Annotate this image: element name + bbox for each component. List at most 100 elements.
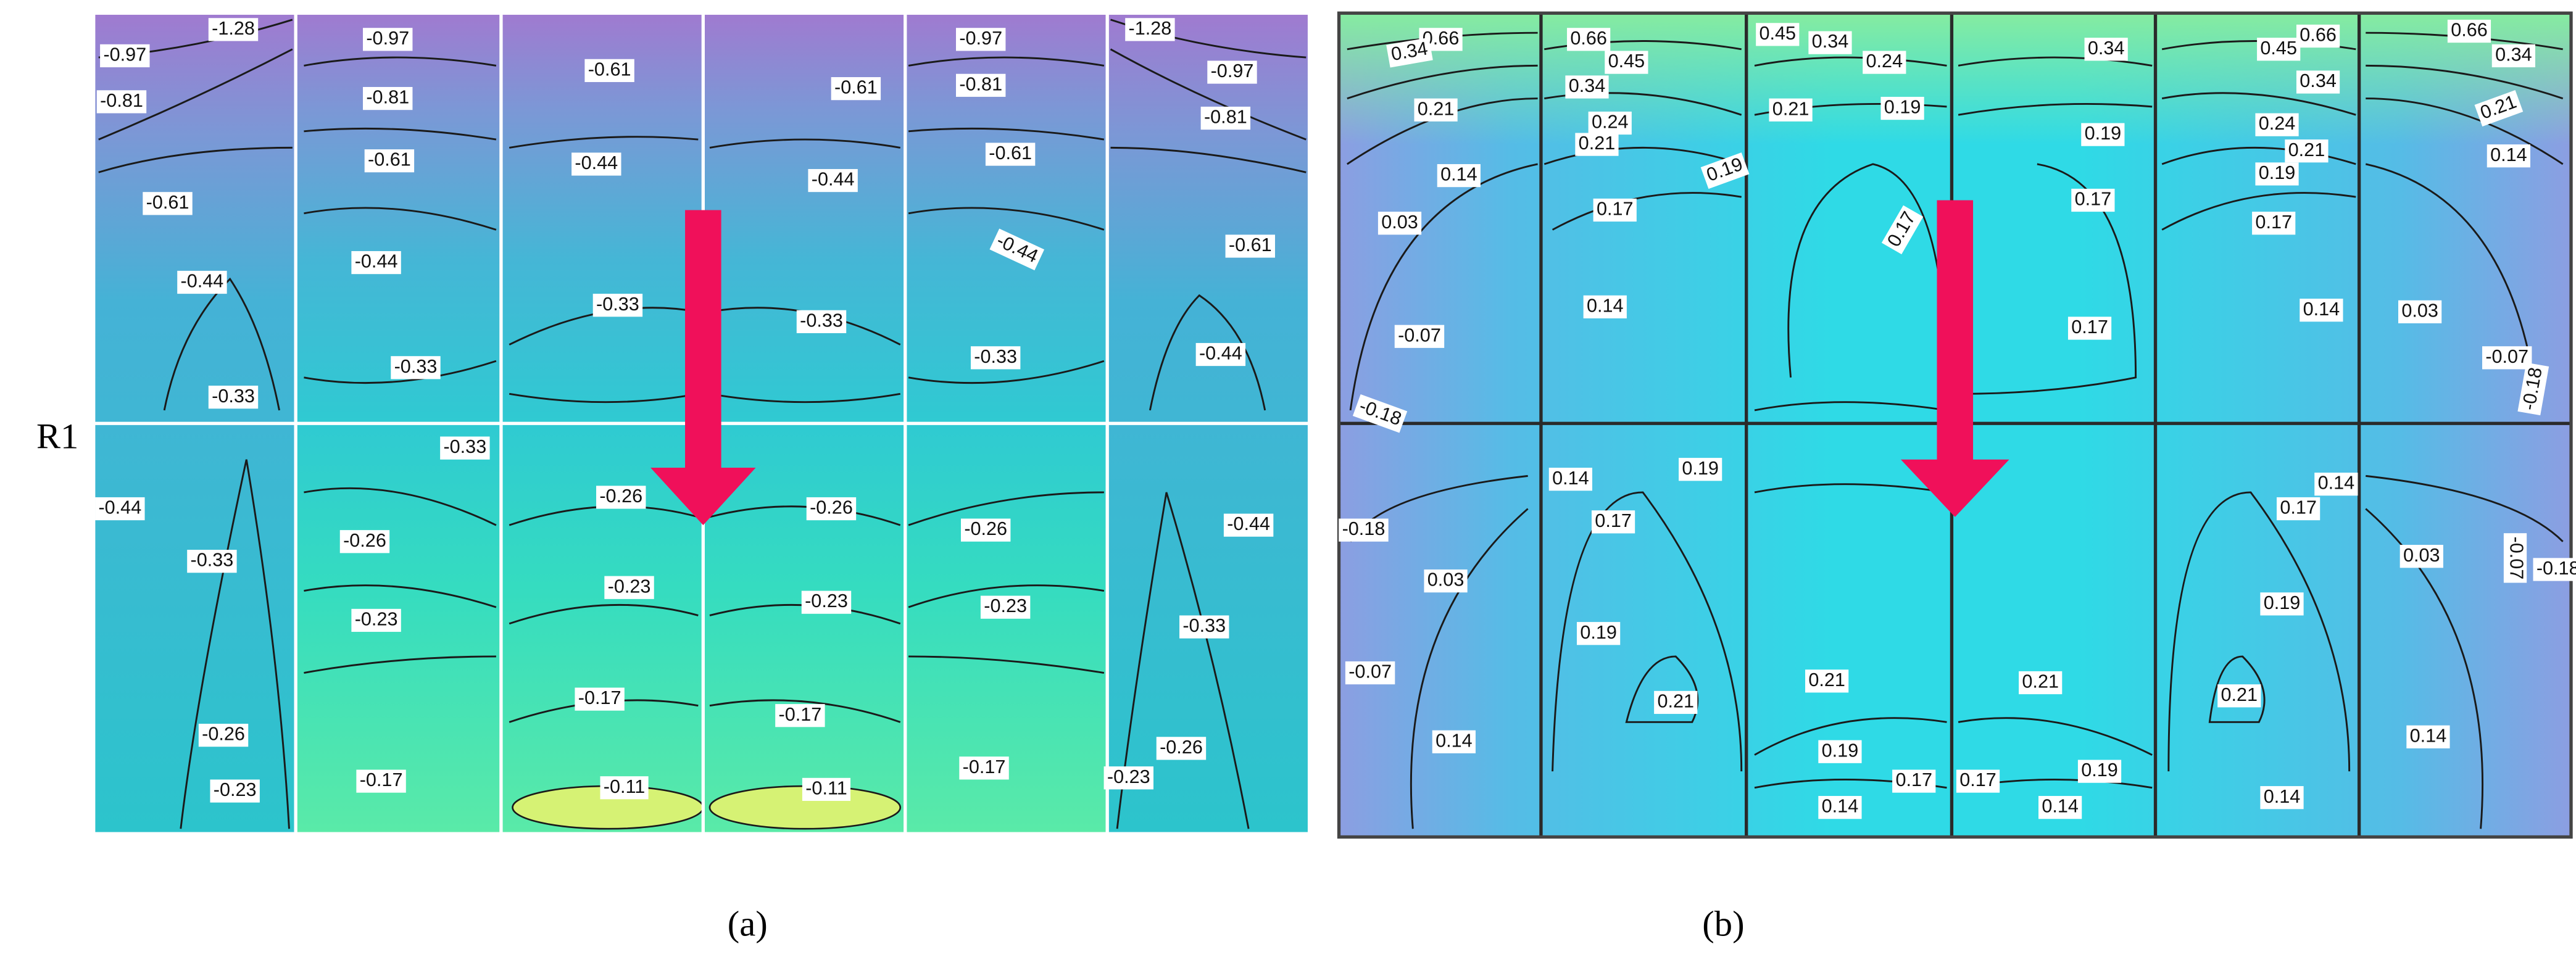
contour-value: 0.14	[1822, 796, 1859, 817]
label-box	[575, 687, 625, 711]
contour-value: 0.19	[2085, 123, 2122, 144]
contour-value: 0.24	[1592, 112, 1629, 133]
contour-value: -0.23	[1107, 766, 1150, 787]
row-label: R1	[36, 416, 78, 456]
contour-label: -0.33	[208, 386, 259, 409]
label-box	[2503, 533, 2527, 583]
contour-label: 0.21	[2019, 671, 2063, 695]
contour-label: -0.26	[198, 724, 249, 747]
label-box	[2252, 212, 2296, 235]
label-box	[1583, 295, 1627, 319]
contour-value: 0.21	[1772, 98, 1809, 119]
contour-value: 0.24	[1866, 51, 1903, 72]
label-box	[2474, 90, 2524, 127]
contour-value: 0.14	[2303, 299, 2340, 320]
panel-a-field	[92, 11, 1311, 835]
label-box	[1156, 737, 1207, 760]
contour-label: -0.23	[604, 576, 654, 599]
label-box	[1207, 60, 1257, 84]
contour-value: -0.61	[989, 143, 1032, 164]
label-box	[351, 251, 401, 275]
contour-label: -0.26	[960, 518, 1011, 542]
contour-label: 0.66	[1567, 28, 1611, 51]
contour-value: 0.19	[1682, 458, 1719, 479]
contour-value: -0.97	[103, 44, 146, 65]
contour-value: 0.34	[1569, 75, 1606, 96]
panel-caption: (b)	[1702, 903, 1744, 943]
label-box	[2077, 760, 2122, 783]
label-box	[1591, 510, 1635, 534]
contour-value: -0.97	[959, 28, 1002, 49]
contour-label: -0.97	[363, 28, 413, 51]
label-box	[1195, 342, 1246, 367]
contour-label: -0.26	[339, 530, 390, 553]
contour-label: -0.44	[95, 497, 145, 521]
label-box	[2296, 70, 2340, 94]
contour-value: -0.61	[146, 192, 189, 213]
contour-value: 0.21	[2022, 671, 2059, 692]
label-box	[2491, 44, 2535, 68]
label-box	[1769, 98, 1813, 122]
label-box	[391, 356, 441, 379]
label-box	[96, 90, 147, 114]
contour-value: -0.81	[1204, 107, 1247, 128]
contour-label: 0.14	[1432, 730, 1476, 753]
contour-value: 0.19	[2081, 760, 2118, 781]
contour-label: 0.21	[1414, 98, 1458, 122]
contour-value: 0.03	[2401, 300, 2438, 321]
contour-value: -0.44	[1227, 513, 1270, 534]
contour-label: 0.17	[2252, 212, 2296, 235]
label-box	[2255, 113, 2299, 136]
contour-label: -0.07	[1345, 661, 1395, 685]
contour-label: -0.26	[596, 486, 646, 509]
contour-label: 0.03	[2398, 300, 2442, 323]
contour-label: -0.44	[808, 169, 858, 193]
contour-label: 0.14	[1437, 164, 1481, 188]
label-box	[1818, 796, 1862, 819]
label-box	[1808, 31, 1852, 54]
contour-value: 0.17	[2255, 212, 2292, 233]
label-box	[2296, 24, 2340, 48]
label-box	[2217, 684, 2261, 708]
contour-label: -0.44	[571, 152, 621, 176]
contour-label: 0.19	[1818, 740, 1862, 763]
label-box	[1377, 212, 1422, 235]
contour-value: -0.81	[366, 87, 409, 108]
label-box	[2482, 346, 2532, 370]
contour-value: 0.19	[1884, 97, 1921, 118]
contour-label: -0.81	[96, 90, 147, 114]
label-box	[1200, 106, 1251, 130]
contour-value: -0.33	[443, 436, 486, 457]
label-box	[440, 436, 490, 460]
contour-value: -0.17	[779, 704, 822, 725]
contour-value: 0.17	[1597, 199, 1634, 220]
label-box	[1225, 234, 1275, 258]
contour-value: 0.19	[1580, 622, 1617, 643]
contour-label: 0.21	[1769, 98, 1813, 122]
label-box	[2038, 796, 2082, 819]
contour-value: -0.23	[608, 576, 651, 597]
label-box	[1880, 96, 1924, 120]
contour-label: -0.17	[575, 687, 625, 711]
contour-label: 0.24	[2255, 113, 2299, 136]
contour-label: -0.81	[1200, 106, 1251, 130]
contour-value: 0.45	[1759, 23, 1796, 44]
label-box	[363, 28, 413, 51]
contour-label: -0.23	[980, 595, 1031, 619]
contour-value: 0.03	[1427, 569, 1465, 590]
label-box	[1593, 198, 1637, 222]
contour-label: -0.18	[2517, 362, 2549, 416]
label-box	[2447, 19, 2491, 43]
contour-label: 0.19	[2255, 162, 2299, 186]
contour-value: -0.07	[1398, 325, 1441, 346]
contour-value: -0.33	[191, 550, 234, 571]
contour-label: 0.14	[2487, 144, 2530, 168]
contour-label: -0.26	[806, 497, 857, 521]
label-box	[584, 59, 634, 82]
contour-label: 0.19	[2077, 760, 2122, 783]
label-box	[1588, 111, 1632, 135]
contour-label: 0.17	[1593, 199, 1637, 222]
contour-label: 0.17	[2071, 189, 2115, 212]
contour-value: -0.26	[964, 518, 1007, 539]
contour-label: -0.33	[970, 346, 1021, 370]
